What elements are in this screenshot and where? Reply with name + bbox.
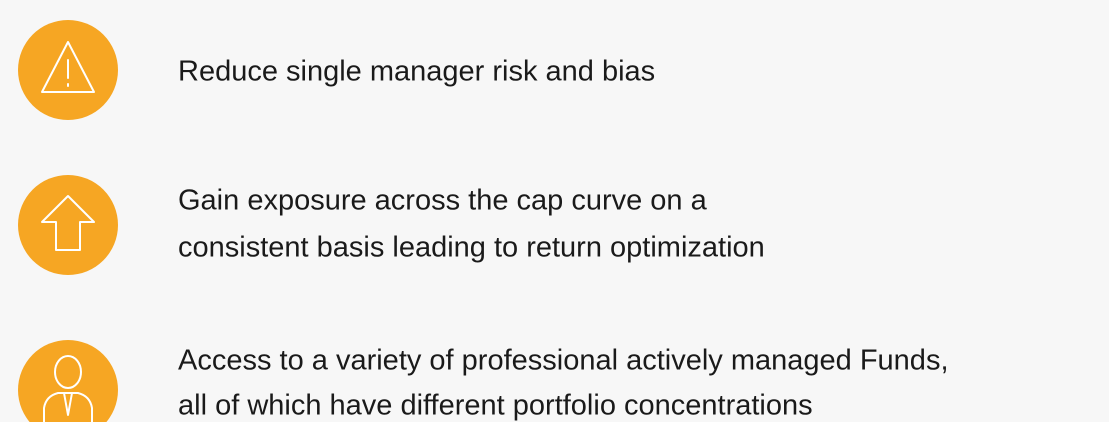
person-icon bbox=[18, 340, 118, 422]
warning-icon bbox=[18, 20, 118, 120]
item-text: Access to a variety of professional acti… bbox=[178, 345, 949, 377]
item-text: Reduce single manager risk and bias bbox=[178, 56, 655, 88]
arrow-up-icon bbox=[18, 175, 118, 275]
item-text: consistent basis leading to return optim… bbox=[178, 232, 765, 264]
item-text: all of which have different portfolio co… bbox=[178, 390, 813, 422]
item-text: Gain exposure across the cap curve on a bbox=[178, 185, 708, 217]
